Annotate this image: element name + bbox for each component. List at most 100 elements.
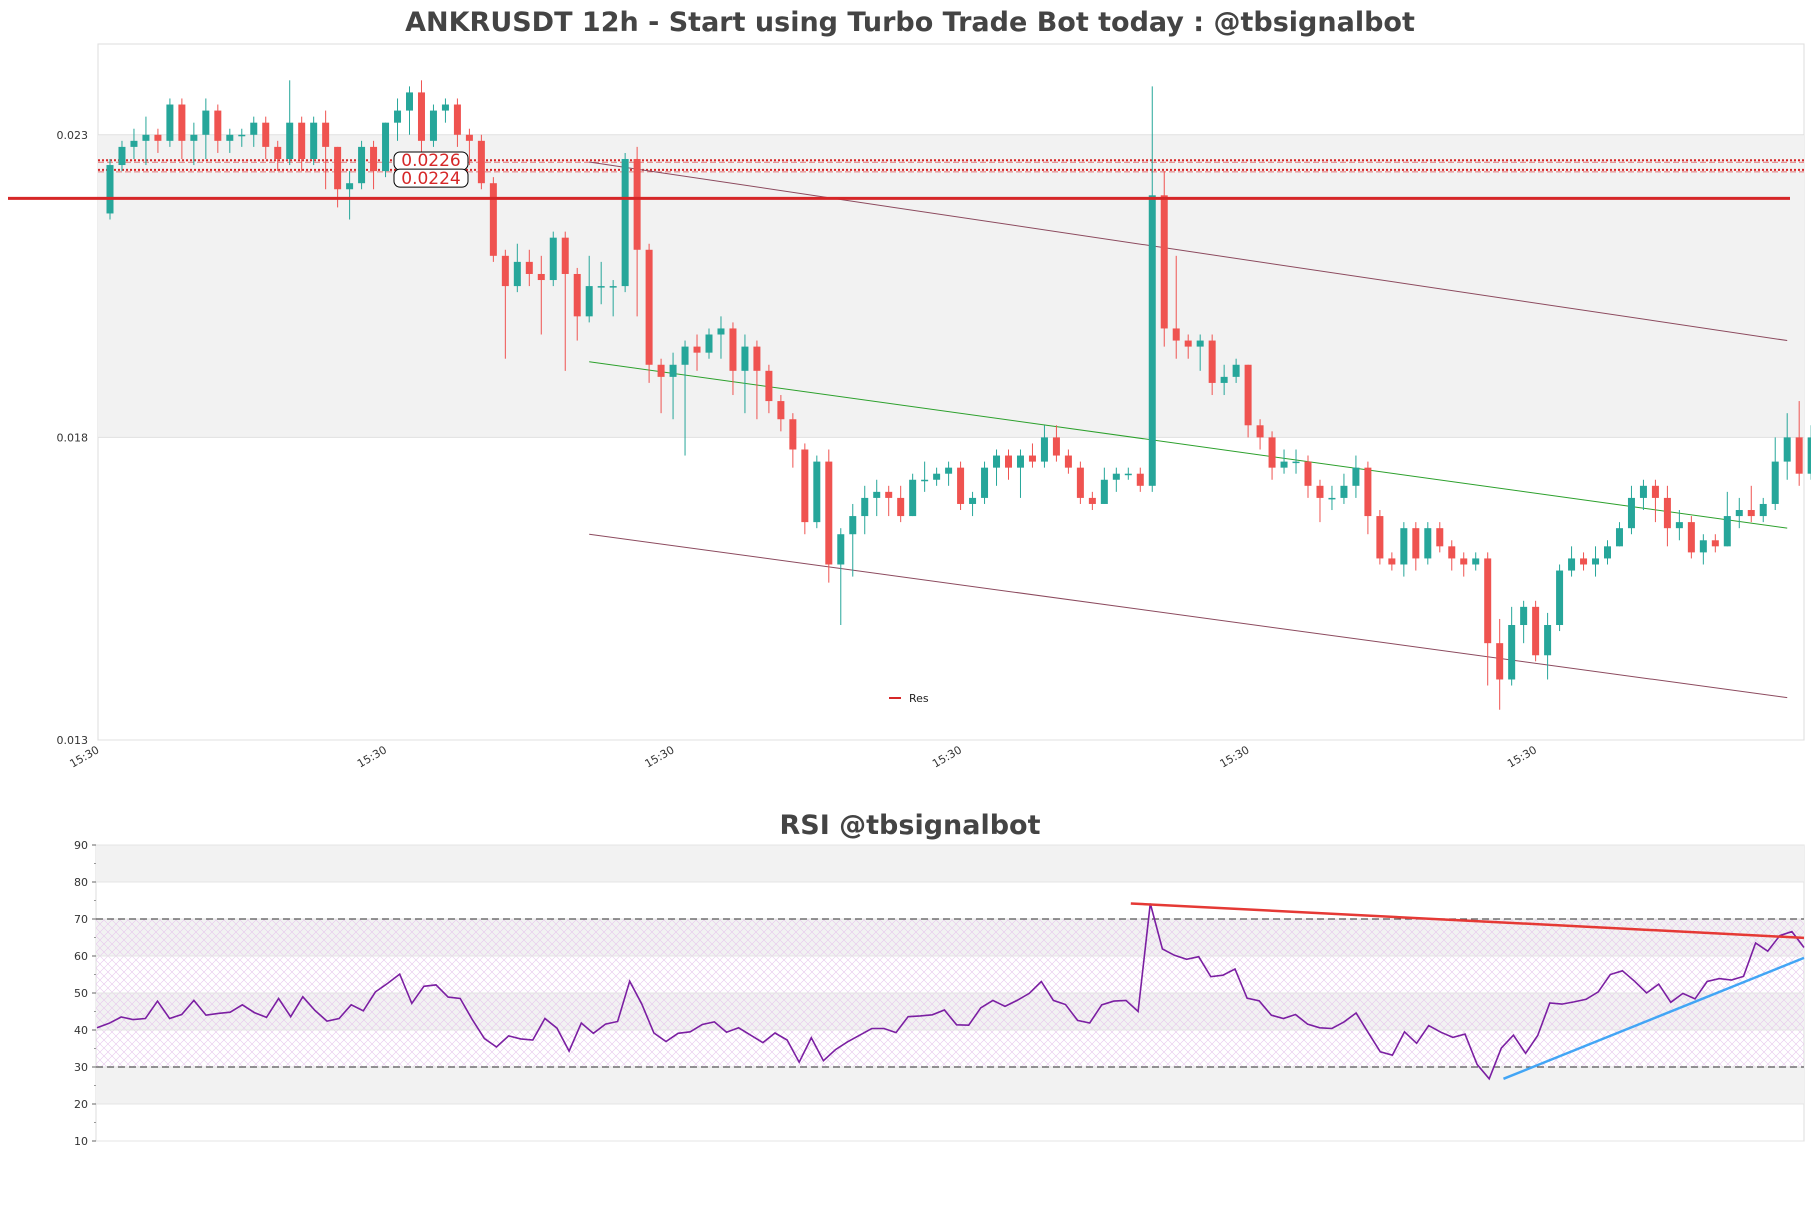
- price-ytick-label: 0.018: [57, 431, 89, 444]
- rsi-ytick-label: 60: [74, 950, 88, 963]
- candle-body-up: [166, 105, 173, 141]
- candle-body-down: [274, 147, 281, 159]
- candle-body-up: [1808, 437, 1811, 473]
- rsi-ytick-label: 90: [74, 839, 88, 852]
- candle-body-up: [1676, 522, 1683, 528]
- candle-body-down: [1376, 516, 1383, 558]
- price-level-labels: 0.0226 0.0224: [394, 151, 468, 189]
- price-ytick-label: 0.013: [57, 734, 89, 747]
- candle-body-up: [1149, 195, 1156, 486]
- candle-body-up: [813, 462, 820, 523]
- candle-body-down: [478, 141, 485, 183]
- rsi-band: [96, 845, 1804, 882]
- candle-body-up: [1328, 498, 1335, 500]
- candle-body-up: [861, 498, 868, 516]
- candle-body-down: [1748, 510, 1755, 516]
- candle-body-up: [1508, 625, 1515, 679]
- candle-body-up: [1724, 516, 1731, 546]
- price-ytick-label: 0.023: [57, 129, 89, 142]
- candle-body-up: [1640, 486, 1647, 498]
- price-label-0226: 0.0226: [401, 151, 460, 171]
- candle-body-down: [1209, 341, 1216, 383]
- candle-body-up: [202, 111, 209, 135]
- candle-body-up: [514, 262, 521, 286]
- candle-body-up: [250, 123, 257, 135]
- price-xtick-label: 15:30: [930, 743, 964, 770]
- candle-body-up: [1424, 528, 1431, 558]
- candle-body-up: [406, 92, 413, 110]
- candle-body-up: [382, 123, 389, 171]
- candle-body-up: [1017, 456, 1024, 468]
- candle-body-up: [1772, 462, 1779, 504]
- price-xtick-label: 15:30: [1505, 743, 1539, 770]
- price-xtick-label: 15:30: [68, 743, 102, 770]
- candle-body-down: [1664, 498, 1671, 528]
- candle-body-up: [849, 516, 856, 534]
- candle-body-down: [178, 105, 185, 141]
- candle-body-down: [1460, 558, 1467, 564]
- candle-body-up: [1568, 558, 1575, 570]
- candle-body-up: [1472, 558, 1479, 564]
- candle-body-down: [1053, 437, 1060, 455]
- candle-body-up: [1125, 474, 1132, 476]
- candle-body-down: [825, 462, 832, 565]
- candle-body-down: [1448, 546, 1455, 558]
- candle-body-up: [107, 165, 114, 213]
- candle-body-down: [1688, 522, 1695, 552]
- candle-body-up: [598, 286, 605, 288]
- candle-body-down: [1316, 486, 1323, 498]
- candle-body-up: [1233, 365, 1240, 377]
- candle-body-up: [394, 111, 401, 123]
- candle-body-down: [1245, 365, 1252, 426]
- candle-body-up: [238, 135, 245, 137]
- candle-body-up: [741, 347, 748, 371]
- candle-body-up: [1221, 377, 1228, 383]
- candle-body-up: [993, 456, 1000, 468]
- candle-body-down: [214, 111, 221, 141]
- candle-body-up: [118, 147, 125, 165]
- candle-body-down: [1029, 456, 1036, 462]
- candle-body-down: [1077, 468, 1084, 498]
- candle-body-up: [921, 480, 928, 482]
- candle-body-down: [298, 123, 305, 159]
- candle-body-down: [1161, 195, 1168, 328]
- candle-body-down: [1173, 328, 1180, 340]
- price-xtick-label: 15:30: [643, 743, 677, 770]
- candle-body-up: [310, 123, 317, 159]
- rsi-ytick-label: 80: [74, 876, 88, 889]
- price-y-axis: 0.013 0.018 0.023: [57, 129, 89, 747]
- candle-body-up: [1556, 571, 1563, 625]
- candle-body-down: [538, 274, 545, 280]
- candle-body-up: [1293, 462, 1300, 464]
- candle-body-down: [502, 256, 509, 286]
- candle-body-up: [358, 147, 365, 183]
- candle-body-up: [969, 498, 976, 504]
- candle-body-up: [1760, 504, 1767, 516]
- candle-body-down: [1185, 341, 1192, 347]
- candle-body-down: [1065, 456, 1072, 468]
- candle-body-up: [981, 468, 988, 498]
- candle-body-down: [1796, 437, 1803, 473]
- candle-body-up: [622, 159, 629, 286]
- candle-body-up: [909, 480, 916, 516]
- candle-body-down: [1484, 558, 1491, 643]
- rsi-ytick-label: 70: [74, 913, 88, 926]
- candle-body-up: [442, 105, 449, 111]
- candle-body-up: [1520, 607, 1527, 625]
- candle-body-up: [190, 135, 197, 141]
- candle-body-down: [634, 159, 641, 250]
- candle-body-down: [370, 147, 377, 171]
- candle-body-down: [957, 468, 964, 504]
- candle-body-down: [765, 371, 772, 401]
- candle-body-down: [1364, 468, 1371, 516]
- candle-body-up: [1628, 498, 1635, 528]
- price-chart-panel: 0.013 0.018 0.023 15:30 15:30 15:30 15:3…: [8, 44, 1811, 770]
- candle-body-down: [1305, 462, 1312, 486]
- candle-body-up: [1400, 528, 1407, 564]
- candle-body-down: [1257, 425, 1264, 437]
- candle-body-up: [933, 474, 940, 480]
- candle-body-up: [945, 468, 952, 474]
- candle-body-up: [717, 328, 724, 334]
- candle-body-down: [490, 183, 497, 256]
- candle-body-up: [837, 534, 844, 564]
